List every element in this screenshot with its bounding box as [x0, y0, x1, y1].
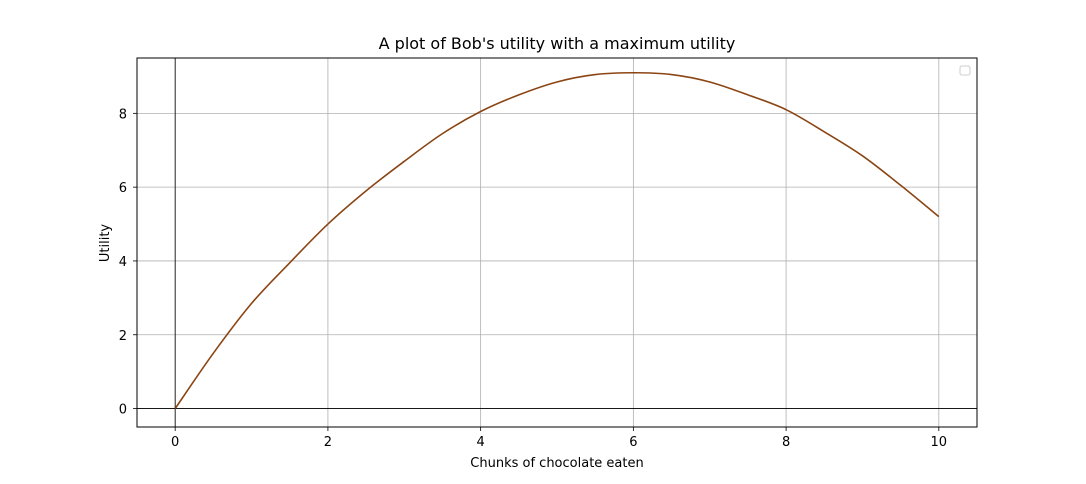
grid-layer [137, 58, 977, 427]
x-axis-label: Chunks of chocolate eaten [470, 456, 643, 471]
y-tick-label: 8 [119, 107, 127, 122]
zero-lines [137, 58, 977, 427]
plot-frame [136, 57, 978, 428]
x-tick-label: 8 [782, 435, 790, 450]
chart-title: A plot of Bob's utility with a maximum u… [379, 34, 736, 53]
series-line [174, 71, 940, 410]
x-tick-label: 6 [629, 435, 637, 450]
tick-layer: 0 2 4 6 8 10 0 2 4 6 8 [119, 107, 947, 450]
x-tick-label: 2 [324, 435, 332, 450]
x-tick-label: 4 [476, 435, 484, 450]
series-layer [174, 71, 940, 410]
x-tick-label: 0 [171, 435, 179, 450]
legend-box[interactable] [959, 65, 971, 76]
y-tick-label: 4 [119, 255, 127, 270]
y-tick-label: 6 [119, 181, 127, 196]
y-axis-label: Utility [98, 224, 113, 263]
y-tick-label: 2 [119, 329, 127, 344]
y-tick-label: 0 [119, 403, 127, 418]
x-tick-label: 10 [931, 435, 948, 450]
